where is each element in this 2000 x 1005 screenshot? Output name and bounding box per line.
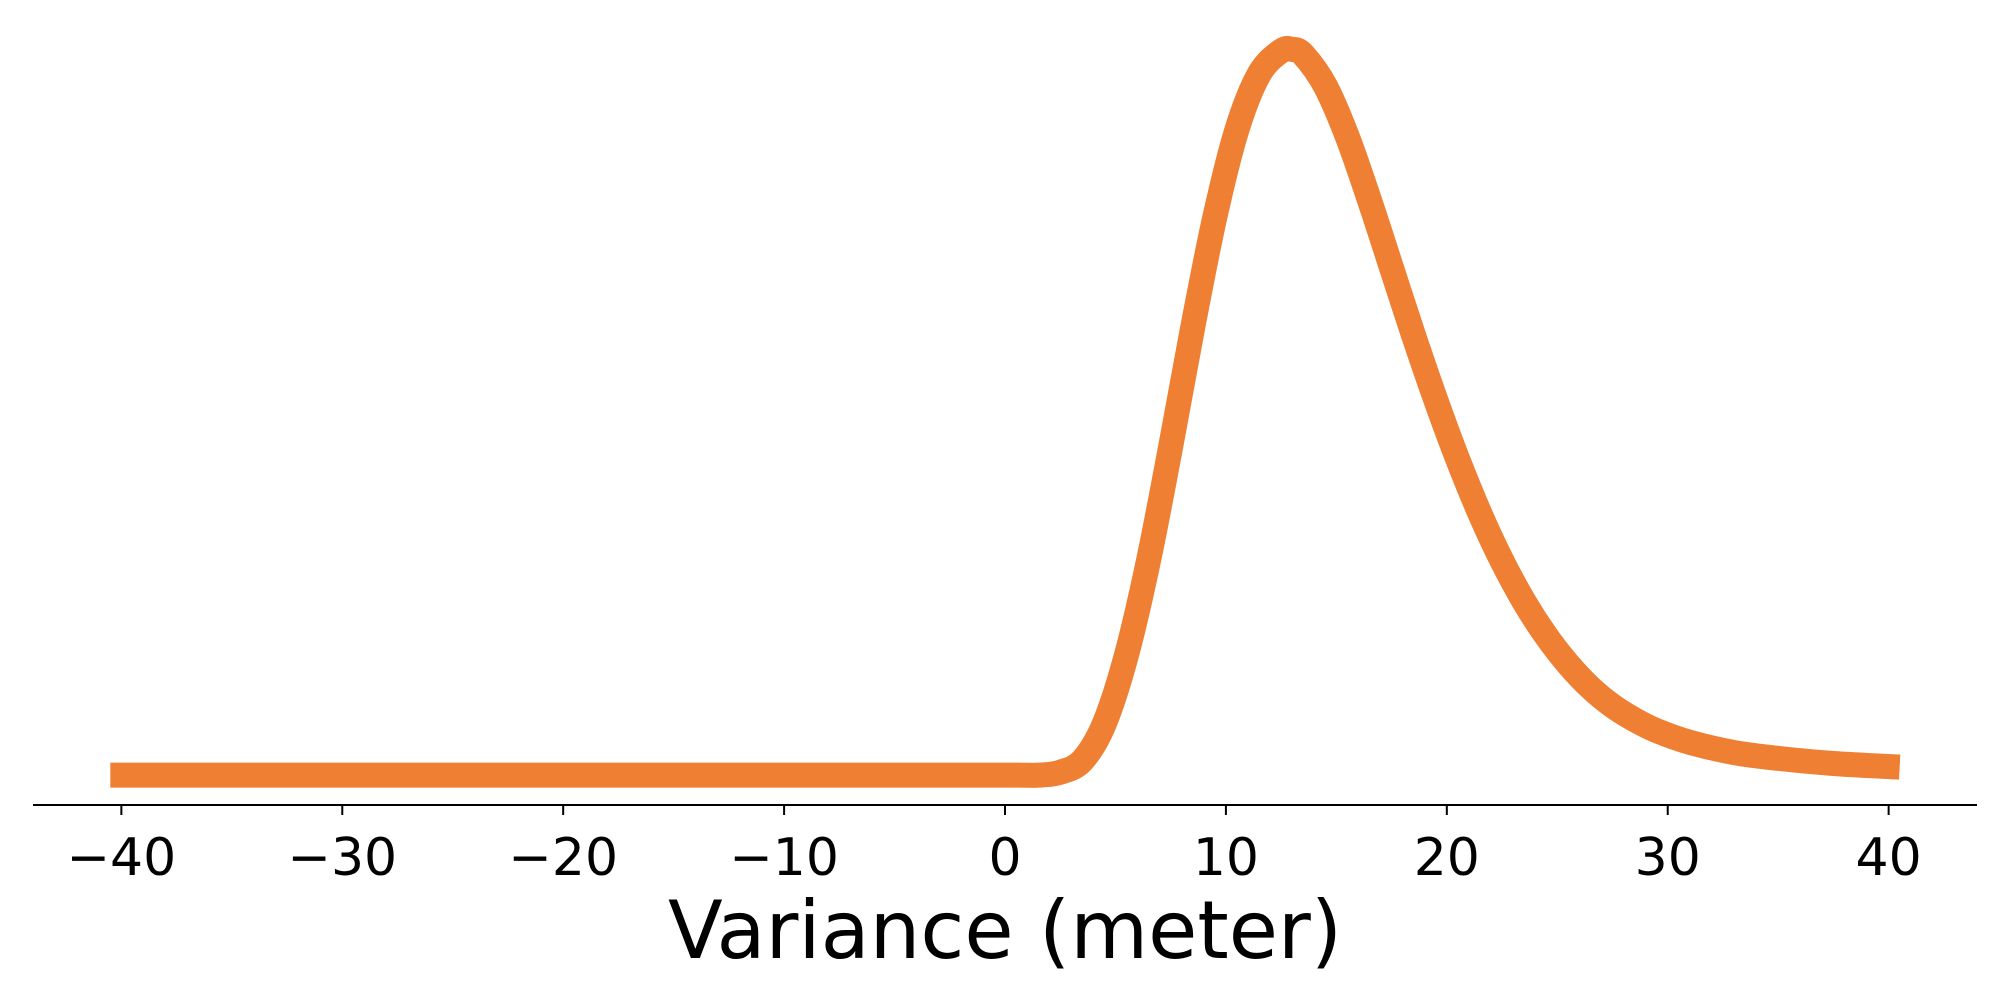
x-tick-label: −40 bbox=[66, 828, 176, 888]
x-tick-label: 10 bbox=[1193, 828, 1259, 888]
x-tick-label: −30 bbox=[287, 828, 397, 888]
x-tick-label: 20 bbox=[1414, 828, 1480, 888]
series-group bbox=[110, 35, 1901, 788]
x-axis-label: Variance (meter) bbox=[668, 884, 1342, 977]
series-line bbox=[110, 35, 1901, 788]
x-tick-label: 30 bbox=[1635, 828, 1701, 888]
x-tick-label: 0 bbox=[988, 828, 1021, 888]
x-tick-label: −20 bbox=[508, 828, 618, 888]
x-tick-label: 40 bbox=[1856, 828, 1922, 888]
x-ticks: −40 −30 −20 −10 0 10 20 30 40 bbox=[66, 805, 1922, 888]
x-tick-label: −10 bbox=[729, 828, 839, 888]
